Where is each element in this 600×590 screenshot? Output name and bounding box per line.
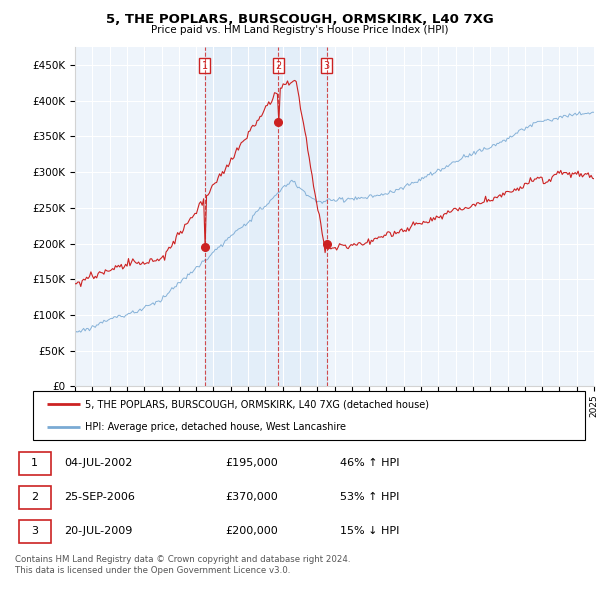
Text: 5, THE POPLARS, BURSCOUGH, ORMSKIRK, L40 7XG (detached house): 5, THE POPLARS, BURSCOUGH, ORMSKIRK, L40… (85, 399, 430, 409)
Text: 3: 3 (323, 61, 330, 71)
Text: 53% ↑ HPI: 53% ↑ HPI (340, 492, 400, 502)
Text: 3: 3 (31, 526, 38, 536)
Text: 1: 1 (31, 458, 38, 468)
Text: £200,000: £200,000 (225, 526, 278, 536)
Text: This data is licensed under the Open Government Licence v3.0.: This data is licensed under the Open Gov… (15, 566, 290, 575)
Text: 20-JUL-2009: 20-JUL-2009 (64, 526, 132, 536)
Bar (205, 47, 327, 386)
Text: 04-JUL-2002: 04-JUL-2002 (64, 458, 132, 468)
Text: 5, THE POPLARS, BURSCOUGH, ORMSKIRK, L40 7XG: 5, THE POPLARS, BURSCOUGH, ORMSKIRK, L40… (106, 13, 494, 26)
FancyBboxPatch shape (19, 486, 50, 509)
Text: HPI: Average price, detached house, West Lancashire: HPI: Average price, detached house, West… (85, 422, 346, 432)
Text: Price paid vs. HM Land Registry's House Price Index (HPI): Price paid vs. HM Land Registry's House … (151, 25, 449, 35)
Text: 25-SEP-2006: 25-SEP-2006 (64, 492, 135, 502)
Text: 2: 2 (31, 492, 38, 502)
Text: 15% ↓ HPI: 15% ↓ HPI (340, 526, 400, 536)
Text: £370,000: £370,000 (225, 492, 278, 502)
Text: Contains HM Land Registry data © Crown copyright and database right 2024.: Contains HM Land Registry data © Crown c… (15, 555, 350, 563)
Text: 46% ↑ HPI: 46% ↑ HPI (340, 458, 400, 468)
Text: £195,000: £195,000 (225, 458, 278, 468)
FancyBboxPatch shape (19, 452, 50, 474)
Text: 1: 1 (202, 61, 208, 71)
FancyBboxPatch shape (33, 391, 585, 440)
Text: 2: 2 (275, 61, 281, 71)
FancyBboxPatch shape (19, 520, 50, 543)
